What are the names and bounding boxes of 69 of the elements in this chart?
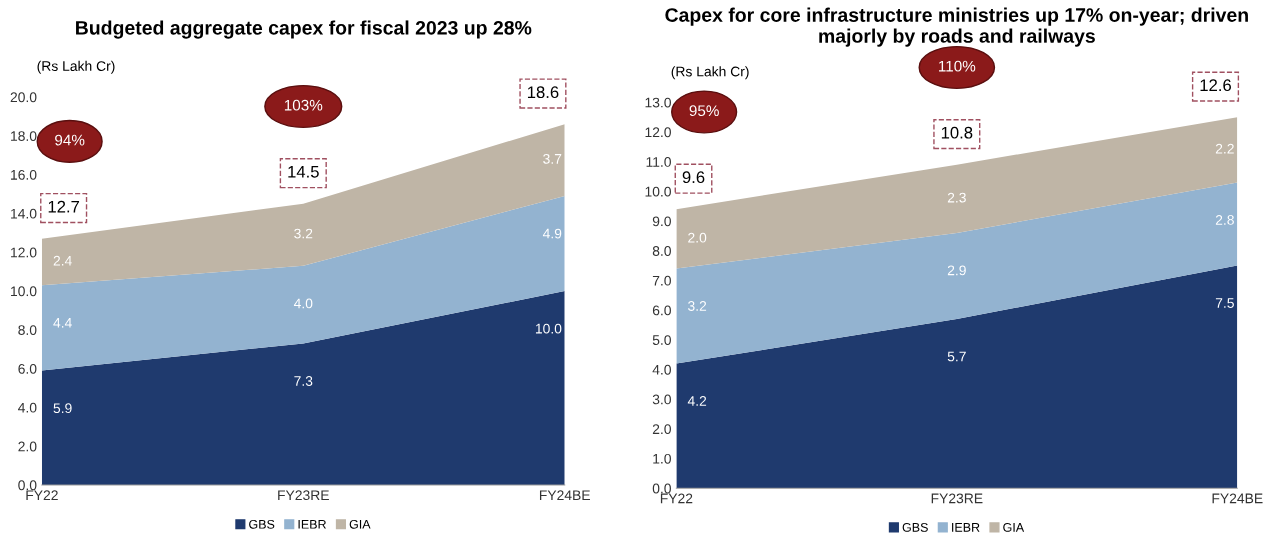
data-label: 5.9 bbox=[53, 403, 72, 414]
x-tick-label: FY22 bbox=[660, 493, 693, 504]
data-label: 4.4 bbox=[53, 318, 72, 328]
y-tick-label: 0.0 bbox=[652, 483, 671, 494]
y-axis-title: (Rs Lakh Cr) bbox=[37, 60, 115, 74]
y-tick-label: 3.0 bbox=[652, 394, 671, 405]
y-axis-title: (Rs Lakh Cr) bbox=[671, 66, 749, 80]
data-label: 10.0 bbox=[535, 323, 562, 334]
legend-label: IEBR bbox=[952, 523, 980, 532]
data-label: 2.8 bbox=[1215, 214, 1234, 225]
x-tick-label: FY24BE bbox=[539, 490, 590, 500]
data-label: 5.7 bbox=[947, 351, 966, 362]
legend-label: GBS bbox=[902, 522, 928, 532]
y-tick-label: 5.0 bbox=[652, 335, 671, 345]
total-label: 12.7 bbox=[48, 200, 80, 213]
y-tick-label: 10.0 bbox=[645, 186, 671, 197]
y-tick-label: 16.0 bbox=[11, 169, 37, 180]
data-label: 4.9 bbox=[542, 228, 562, 239]
data-label: 2.2 bbox=[1215, 143, 1234, 154]
y-tick-label: 0.0 bbox=[18, 480, 37, 491]
total-label: 12.6 bbox=[1200, 79, 1231, 92]
total-label: 9.6 bbox=[682, 171, 705, 184]
x-tick-label: FY23RE bbox=[931, 493, 983, 504]
x-tick-label: FY23RE bbox=[278, 490, 329, 501]
x-tick-label: FY22 bbox=[26, 490, 58, 500]
y-tick-label: 7.0 bbox=[652, 275, 671, 286]
y-tick-label: 6.0 bbox=[652, 305, 671, 316]
data-label: 7.3 bbox=[294, 376, 313, 386]
y-tick-label: 1.0 bbox=[653, 453, 671, 464]
data-label: 4.2 bbox=[687, 396, 707, 406]
data-label: 2.9 bbox=[947, 265, 966, 276]
y-tick-label: 9.0 bbox=[652, 216, 671, 227]
data-label: 4.0 bbox=[293, 298, 313, 309]
data-label: 2.3 bbox=[947, 192, 966, 203]
y-tick-label: 11.0 bbox=[646, 157, 671, 167]
y-tick-label: 14.0 bbox=[11, 208, 37, 219]
y-tick-label: 8.0 bbox=[18, 325, 37, 335]
y-tick-label: 10.0 bbox=[11, 286, 37, 297]
annotation: 95% bbox=[689, 105, 719, 117]
y-tick-label: 20.0 bbox=[10, 92, 37, 103]
legend-label: GIA bbox=[1003, 522, 1025, 532]
x-tick-label: FY24BE bbox=[1212, 493, 1263, 504]
chart-title: Capex for core infrastructure ministries up 17% on-year; driven majorly by roads and railways bbox=[665, 7, 1248, 47]
data-label: 3.2 bbox=[294, 228, 313, 239]
y-tick-label: 2.0 bbox=[652, 424, 671, 435]
y-tick-label: 2.0 bbox=[18, 441, 37, 452]
data-label: 2.0 bbox=[688, 232, 707, 243]
y-tick-label: 4.0 bbox=[18, 402, 37, 413]
annotation: 103% bbox=[284, 99, 323, 111]
y-tick-label: 18.0 bbox=[11, 131, 37, 141]
data-label: 7.5 bbox=[1215, 298, 1234, 308]
y-tick-label: 12.0 bbox=[11, 247, 37, 258]
y-tick-label: 8.0 bbox=[652, 246, 671, 256]
chart-title: Budgeted aggregate capex for fiscal 2023 up 28% bbox=[76, 20, 532, 39]
total-label: 14.5 bbox=[288, 166, 319, 178]
total-label: 10.8 bbox=[941, 126, 973, 139]
total-label: 18.6 bbox=[527, 86, 559, 99]
legend-label: IEBR bbox=[298, 520, 326, 529]
legend-label: GBS bbox=[249, 519, 275, 529]
text: 110% bbox=[939, 60, 976, 72]
data-label: 2.4 bbox=[53, 255, 72, 266]
data-label: 3.7 bbox=[543, 153, 562, 164]
data-label: 3.2 bbox=[688, 301, 707, 311]
y-tick-label: 4.0 bbox=[652, 364, 671, 375]
y-tick-label: 12.0 bbox=[645, 127, 671, 138]
y-tick-label: 13.0 bbox=[645, 97, 671, 108]
annotation: 94% bbox=[55, 134, 85, 146]
y-tick-label: 6.0 bbox=[18, 363, 37, 374]
legend-label: GIA bbox=[349, 519, 371, 529]
